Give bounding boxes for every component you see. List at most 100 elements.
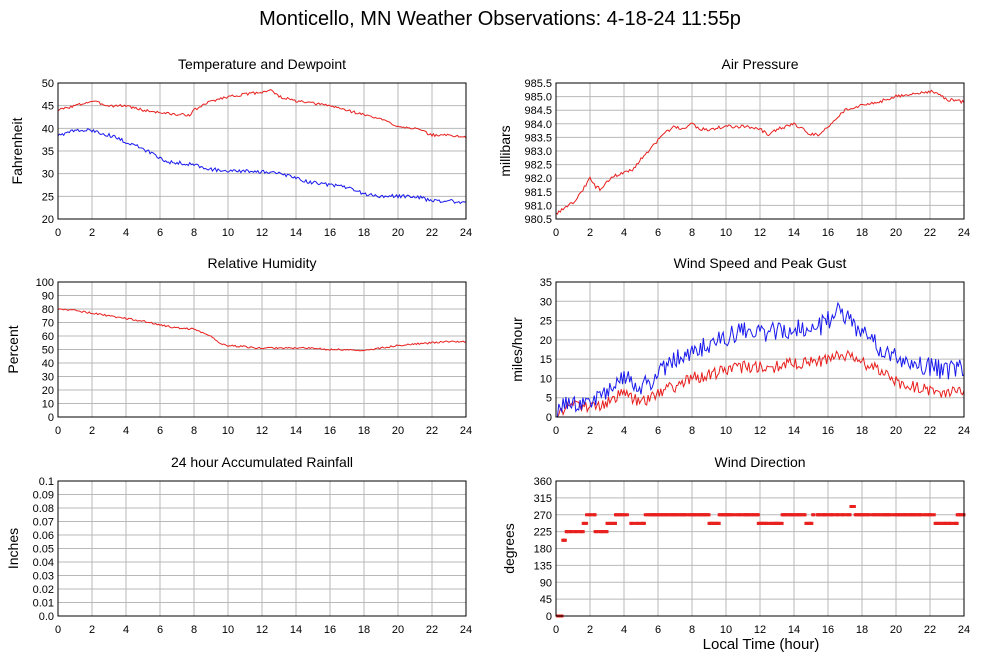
y-tick-label: 360 <box>534 476 552 488</box>
x-tick-label: 16 <box>822 227 834 239</box>
x-tick-label: 12 <box>256 624 268 636</box>
plot-frame <box>555 281 965 418</box>
y-tick-label: 985.0 <box>524 92 552 104</box>
direction-point <box>818 513 822 517</box>
direction-point <box>890 513 894 517</box>
x-tick-label: 8 <box>191 227 197 239</box>
x-tick-label: 16 <box>324 425 336 437</box>
y-tick-label: 50 <box>42 345 54 357</box>
direction-point <box>748 513 752 517</box>
y-tick-label: 25 <box>540 316 552 328</box>
direction-point <box>738 513 742 517</box>
y-tick-label: 0 <box>546 412 552 424</box>
direction-point <box>615 513 619 517</box>
x-tick-label: 4 <box>123 425 129 437</box>
direction-point <box>929 513 933 517</box>
x-tick-label: 4 <box>621 425 627 437</box>
y-tick-label: 40 <box>42 358 54 370</box>
direction-point <box>589 513 593 517</box>
x-tick-label: 10 <box>720 425 732 437</box>
direction-point <box>593 513 597 517</box>
direction-point <box>634 521 638 525</box>
direction-point <box>792 513 796 517</box>
y-axis-label: millibars <box>497 125 513 176</box>
y-tick-label: 90 <box>540 577 552 589</box>
x-tick-label: 24 <box>958 227 970 239</box>
x-tick-label: 18 <box>358 624 370 636</box>
x-tick-label: 16 <box>822 425 834 437</box>
direction-point <box>605 530 609 534</box>
y-tick-label: 35 <box>42 146 54 158</box>
y-tick-label: 270 <box>534 510 552 522</box>
x-tick-label: 6 <box>157 425 163 437</box>
direction-point <box>891 513 895 517</box>
direction-point <box>597 530 600 534</box>
direction-point <box>610 521 614 525</box>
y-tick-label: 30 <box>42 372 54 384</box>
direction-point <box>686 513 690 517</box>
page-title: Monticello, MN Weather Observations: 4-1… <box>259 8 741 30</box>
x-tick-label: 24 <box>460 227 472 239</box>
x-tick-label: 4 <box>123 227 129 239</box>
y-tick-label: 0 <box>48 412 54 424</box>
x-tick-label: 8 <box>689 624 695 636</box>
direction-point <box>684 513 688 517</box>
x-tick-label: 12 <box>754 624 766 636</box>
direction-point <box>752 513 756 517</box>
y-tick-label: 982.0 <box>524 173 552 185</box>
y-tick-label: 45 <box>540 594 552 606</box>
y-tick-label: 981.5 <box>524 187 552 199</box>
x-tick-label: 4 <box>123 624 129 636</box>
direction-point <box>846 513 850 517</box>
chart-title: Air Pressure <box>721 56 798 72</box>
x-tick-label: 0 <box>55 227 61 239</box>
direction-point <box>803 513 807 517</box>
y-tick-label: 0.0 <box>39 611 54 623</box>
series-line-red <box>57 308 467 352</box>
x-tick-label: 22 <box>924 425 936 437</box>
y-axis-label: miles/hour <box>509 317 525 382</box>
y-tick-label: 225 <box>534 527 552 539</box>
direction-point <box>606 521 610 525</box>
direction-point <box>732 513 736 517</box>
y-tick-label: 20 <box>42 385 54 397</box>
direction-point <box>888 513 892 517</box>
y-tick-label: 315 <box>534 493 552 505</box>
y-tick-label: 25 <box>42 191 54 203</box>
direction-point <box>630 521 634 525</box>
chart-title: Wind Speed and Peak Gust <box>674 255 847 271</box>
y-tick-label: 983.0 <box>524 146 552 158</box>
x-tick-label: 22 <box>924 624 936 636</box>
y-tick-label: 0.02 <box>33 584 54 596</box>
y-tick-label: 10 <box>42 399 54 411</box>
x-tick-label: 0 <box>55 425 61 437</box>
x-tick-label: 0 <box>553 227 559 239</box>
x-tick-label: 18 <box>856 425 868 437</box>
x-tick-label: 2 <box>89 624 95 636</box>
y-tick-label: 982.5 <box>524 160 552 172</box>
direction-point <box>876 513 880 517</box>
x-tick-label: 2 <box>89 425 95 437</box>
x-tick-label: 4 <box>621 624 627 636</box>
x-tick-label: 12 <box>754 425 766 437</box>
direction-point <box>842 513 846 517</box>
plot-frame <box>57 281 467 418</box>
direction-point <box>631 521 635 525</box>
direction-point <box>583 521 587 525</box>
direction-point <box>785 513 789 517</box>
x-tick-label: 8 <box>689 425 695 437</box>
plot-frame <box>57 82 467 220</box>
y-tick-label: 30 <box>540 296 552 308</box>
y-tick-label: 980.5 <box>524 214 552 226</box>
direction-point <box>955 521 959 525</box>
direction-point <box>914 513 918 517</box>
x-tick-label: 14 <box>290 425 302 437</box>
direction-point <box>619 513 623 517</box>
direction-point <box>825 513 829 517</box>
y-tick-label: 0.05 <box>33 544 54 556</box>
x-tick-label: 20 <box>392 425 404 437</box>
y-tick-label: 35 <box>540 277 552 289</box>
